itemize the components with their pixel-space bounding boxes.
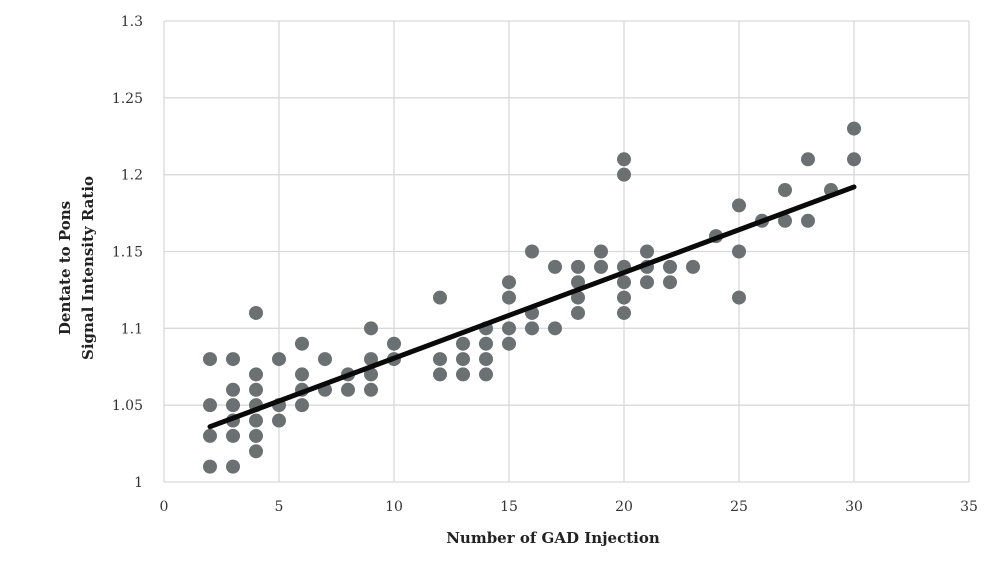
data-point [801, 152, 815, 167]
data-point [594, 259, 608, 274]
data-point [226, 459, 240, 474]
data-point [364, 352, 378, 367]
data-point [479, 336, 493, 351]
data-point [226, 428, 240, 443]
data-point [801, 213, 815, 228]
y-tick-label: 1.2 [121, 168, 143, 184]
data-point [272, 352, 286, 367]
data-point [502, 321, 516, 336]
x-tick-label: 20 [615, 499, 633, 515]
data-point [203, 428, 217, 443]
data-point [663, 259, 677, 274]
data-point [732, 244, 746, 259]
data-point [502, 275, 516, 290]
x-tick-labels: 0 5 10 15 20 25 30 35 [160, 499, 978, 515]
data-point [525, 321, 539, 336]
data-point [249, 367, 263, 382]
data-point [778, 213, 792, 228]
data-point [571, 259, 585, 274]
data-point [571, 290, 585, 305]
x-tick-label: 0 [160, 499, 169, 515]
trendline [207, 184, 857, 430]
data-point [548, 321, 562, 336]
grid-lines [163, 20, 970, 483]
data-point [272, 413, 286, 428]
y-tick-label: 1.25 [112, 91, 143, 107]
data-point [364, 382, 378, 397]
data-point [226, 398, 240, 413]
data-point [364, 321, 378, 336]
data-point [341, 382, 355, 397]
x-tick-label: 35 [960, 499, 978, 515]
data-point [640, 244, 654, 259]
data-point [617, 152, 631, 167]
data-point [571, 305, 585, 320]
y-tick-label: 1.1 [121, 321, 143, 337]
y-axis-title-line-2: Signal Intensity Ratio [79, 176, 97, 360]
data-point [433, 290, 447, 305]
data-point [456, 367, 470, 382]
data-point [617, 275, 631, 290]
data-point [847, 152, 861, 167]
x-axis-title: Number of GAD Injection [446, 529, 660, 547]
data-point [295, 398, 309, 413]
y-axis-title-line-1: Dentate to Pons [56, 201, 74, 335]
data-point [778, 183, 792, 198]
data-point [525, 244, 539, 259]
data-point [617, 167, 631, 182]
data-point [318, 352, 332, 367]
x-tick-label: 5 [275, 499, 284, 515]
x-tick-label: 25 [730, 499, 748, 515]
data-point [502, 336, 516, 351]
data-point [847, 121, 861, 136]
y-tick-label: 1.05 [112, 398, 143, 414]
data-point [456, 352, 470, 367]
x-tick-label: 15 [500, 499, 518, 515]
data-point [433, 367, 447, 382]
data-point [548, 259, 562, 274]
data-point [617, 290, 631, 305]
data-point [203, 459, 217, 474]
data-point [640, 275, 654, 290]
data-point [479, 367, 493, 382]
data-point [249, 428, 263, 443]
data-point [249, 382, 263, 397]
data-point [732, 290, 746, 305]
data-point [686, 259, 700, 274]
data-point [249, 305, 263, 320]
data-point [295, 336, 309, 351]
data-point [295, 367, 309, 382]
data-point [732, 198, 746, 213]
y-tick-labels: 1 1.05 1.1 1.15 1.2 1.25 1.3 [112, 14, 143, 491]
trendline-group [207, 184, 857, 430]
y-tick-label: 1 [134, 475, 143, 491]
data-point [663, 275, 677, 290]
data-point [502, 290, 516, 305]
data-point [456, 336, 470, 351]
y-tick-label: 1.15 [112, 245, 143, 261]
data-point [433, 352, 447, 367]
data-point [364, 367, 378, 382]
data-point [226, 352, 240, 367]
data-point [249, 444, 263, 459]
data-point [226, 382, 240, 397]
data-point [387, 336, 401, 351]
data-point [479, 352, 493, 367]
data-point [203, 352, 217, 367]
data-point [203, 398, 217, 413]
data-point [249, 413, 263, 428]
data-point [594, 244, 608, 259]
y-tick-label: 1.3 [121, 14, 143, 30]
x-tick-label: 30 [845, 499, 863, 515]
x-tick-label: 10 [385, 499, 403, 515]
data-point [617, 305, 631, 320]
